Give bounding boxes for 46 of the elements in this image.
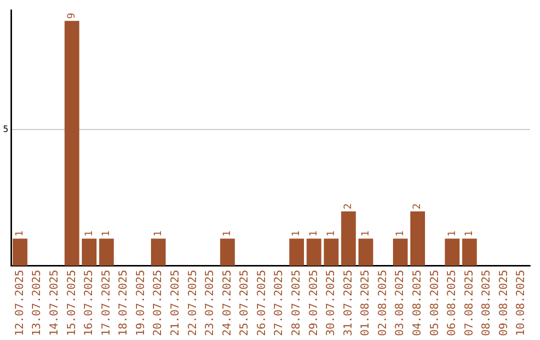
data-label: 1: [308, 230, 320, 237]
data-label: 1: [446, 230, 458, 237]
data-label: 1: [291, 230, 302, 237]
x-tick-label: 01.08.2025: [358, 270, 372, 336]
data-label: 1: [464, 230, 476, 237]
data-label: 1: [14, 230, 26, 237]
x-tick-label: 18.07.2025: [116, 270, 130, 336]
data-label: 1: [84, 230, 95, 237]
x-tick-label: 12.07.2025: [12, 270, 26, 336]
x-tick-label: 30.07.2025: [324, 270, 338, 336]
x-tick-label: 27.07.2025: [272, 270, 286, 336]
data-label: 1: [394, 230, 406, 237]
x-tick-label: 10.08.2025: [514, 270, 528, 336]
x-tick-label: 07.08.2025: [462, 270, 476, 336]
data-label: 1: [360, 230, 372, 237]
data-label: 1: [326, 230, 337, 237]
x-tick-label: 19.07.2025: [134, 270, 147, 336]
data-label: 1: [152, 230, 164, 237]
x-tick-label: 25.07.2025: [238, 270, 251, 336]
x-tick-label: 22.07.2025: [186, 270, 199, 336]
data-label: 9: [66, 12, 78, 19]
data-label: 2: [412, 203, 424, 210]
x-tick-label: 06.08.2025: [445, 270, 458, 336]
x-tick-label: 15.07.2025: [64, 270, 78, 336]
x-tick-label: 23.07.2025: [203, 270, 216, 336]
x-tick-label: 16.07.2025: [82, 270, 96, 336]
x-tick-label: 03.08.2025: [393, 270, 406, 336]
x-tick-label: 21.07.2025: [168, 270, 182, 336]
x-tick-label: 09.08.2025: [496, 270, 510, 336]
x-tick-label: 29.07.2025: [306, 270, 320, 336]
x-tick-label: 08.08.2025: [480, 270, 493, 336]
y-tick-label: 5: [2, 125, 8, 136]
x-tick-label: 14.07.2025: [47, 270, 60, 336]
x-tick-label: 02.08.2025: [376, 270, 389, 336]
x-tick-label: 17.07.2025: [99, 270, 112, 336]
data-label: 2: [343, 203, 354, 210]
x-tick-label: 31.07.2025: [341, 270, 354, 336]
x-tick-label: 28.07.2025: [290, 270, 302, 336]
x-tick-label: 04.08.2025: [410, 270, 424, 336]
data-label: 1: [101, 230, 112, 237]
x-tick-label: 13.07.2025: [30, 270, 44, 336]
x-tick-label: 24.07.2025: [220, 270, 234, 336]
x-tick-label: 26.07.2025: [254, 270, 268, 336]
x-tick-label: 20.07.2025: [151, 270, 164, 336]
x-tick-label: 05.08.2025: [428, 270, 441, 336]
data-label: 1: [222, 230, 234, 237]
